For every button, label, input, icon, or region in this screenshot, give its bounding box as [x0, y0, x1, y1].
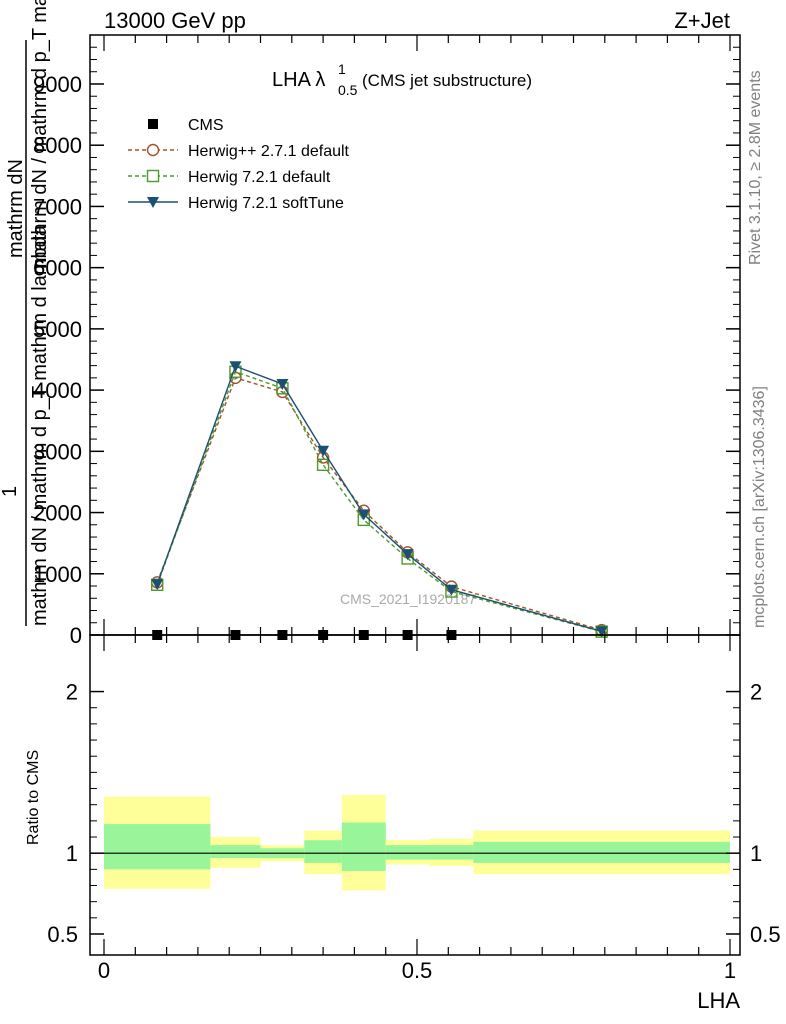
main-ytick-label: 2000: [33, 501, 82, 526]
legend-marker: [146, 143, 160, 157]
ratio-inner-band: [210, 845, 261, 859]
main-ylabel-numerator: mathrm dN: [5, 159, 27, 258]
ratio-ytick-label-right: 0.5: [750, 922, 781, 947]
main-ytick-label: 1000: [33, 562, 82, 587]
main-ytick-label: 9000: [33, 72, 82, 97]
main-ylabel-prefix: 1: [0, 486, 21, 497]
mcplots-text: mcplots.cern.ch [arXiv:1306.3436]: [751, 386, 768, 628]
legend: CMS Herwig++ 2.7.1 default Herwig 7.2.1 de…: [128, 117, 350, 212]
ratio-ytick-label-left: 1: [66, 841, 78, 866]
ratio-ytick-label-right: 1: [750, 841, 762, 866]
legend-label: Herwig 7.2.1 softTune: [188, 195, 344, 212]
herwig-default-point: [316, 458, 330, 471]
main-axes: 0 1000 2000 3000 4000 5000 6000 7000 8000 9000: [33, 34, 740, 648]
series-line: [156, 365, 602, 633]
main-ytick-label: 7000: [33, 194, 82, 219]
xtick-label: 0.5: [402, 958, 433, 983]
ratio-inner-band: [429, 845, 474, 860]
xtick-label: 1: [724, 958, 736, 983]
ratio-ylabel: Ratio to CMS: [25, 750, 42, 845]
main-ylabel-upper: mathrm dN / mathrm d p_T mathrm d lambda: [29, 0, 51, 268]
legend-item: Herwig 7.2.1 softTune: [128, 195, 344, 212]
legend-label: Herwig 7.2.1 default: [188, 169, 331, 186]
ratio-axes: 0.5 0.5 1 1 2 2 0 0.5 1: [47, 635, 781, 983]
main-title-suffix: (CMS jet substructure): [362, 71, 532, 90]
xtick-label: 0: [98, 958, 110, 983]
main-ylabel: mathrm dN / mathrm d p_T mathrm d lambda…: [0, 0, 51, 626]
ratio-inner-band: [341, 822, 386, 871]
legend-marker: [147, 197, 159, 208]
main-ytick-label: 6000: [33, 256, 82, 281]
main-ytick-label: 0: [70, 623, 82, 648]
main-title-sup: 1: [338, 61, 346, 77]
header-left: 13000 GeV pp: [104, 8, 246, 33]
legend-item: Herwig++ 2.7.1 default: [128, 143, 350, 160]
ratio-inner-band: [473, 841, 730, 863]
main-ytick-label: 4000: [33, 378, 82, 403]
herwig-softtune-point: [229, 361, 242, 373]
legend-item: Herwig 7.2.1 default: [128, 169, 331, 186]
watermark: CMS_2021_I1920187: [340, 591, 476, 607]
main-title-text: LHA λ: [272, 69, 325, 91]
ratio-inner-band: [104, 824, 211, 870]
herwig-softtune-point: [357, 509, 370, 521]
ratio-panel-frame: [89, 634, 741, 956]
herwig-softtune-point: [276, 378, 289, 390]
ratio-ytick-label-right: 2: [750, 680, 762, 705]
x-axis-label: LHA: [697, 988, 740, 1013]
main-title-sub: 0.5: [338, 82, 358, 98]
herwig-softtune-point: [401, 549, 414, 561]
ratio-inner-band: [304, 840, 342, 863]
series-herwig-7-2-1-softtune: [151, 361, 608, 638]
ratio-ytick-label-left: 2: [66, 680, 78, 705]
legend-label: CMS: [188, 117, 224, 134]
legend-label: Herwig++ 2.7.1 default: [188, 143, 350, 160]
herwig-softtune-point: [317, 445, 330, 457]
herwig-softtune-point: [595, 626, 608, 638]
ratio-ytick-label-left: 0.5: [47, 922, 78, 947]
main-title: LHA λ: [272, 69, 325, 91]
ratio-inner-band: [385, 845, 430, 860]
main-ylabel-lower: mathrm dN / mathrm d p_T mathrm d lambda: [29, 224, 51, 626]
herwig-softtune-point: [151, 579, 164, 591]
main-ytick-label: 5000: [33, 317, 82, 342]
main-ytick-label: 3000: [33, 439, 82, 464]
header-right: Z+Jet: [674, 8, 730, 33]
main-ytick-label: 8000: [33, 133, 82, 158]
ratio-bands: [104, 795, 730, 891]
rivet-version-text: Rivet 3.1.10, ≥ 2.8M events: [747, 70, 764, 265]
legend-marker: [148, 119, 158, 129]
legend-item: CMS: [148, 117, 224, 134]
legend-marker: [146, 169, 160, 183]
herwig-softtune-point: [445, 584, 458, 596]
series-line: [156, 376, 602, 631]
